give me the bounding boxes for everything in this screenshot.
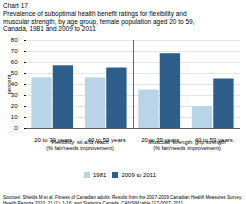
svg-text:20: 20 [11, 104, 18, 110]
svg-text:Flexibility: sit and reach(% f: Flexibility: sit and reach(% fair/needs … [46, 140, 114, 152]
svg-text:0: 0 [14, 126, 18, 132]
html-text:1981: 1981 [93, 171, 107, 178]
svg-text:10: 10 [11, 115, 18, 121]
html-text:2009 to 2011: 2009 to 2011 [121, 171, 156, 178]
svg-text:30: 30 [11, 93, 18, 99]
svg-text:80: 80 [11, 38, 18, 44]
svg-text:50: 50 [11, 71, 18, 77]
svg-text:Muscular strength: grip streng: Muscular strength: grip strength(% fair/… [148, 140, 225, 152]
svg-text:60: 60 [11, 60, 18, 66]
html-text:Chart 17 Prevalence of subopti: Chart 17 Prevalence of suboptimal health… [3, 2, 195, 33]
svg-text:70: 70 [11, 49, 18, 55]
svg-text:40: 40 [11, 82, 18, 88]
svg-text:percent: percent [6, 74, 12, 94]
